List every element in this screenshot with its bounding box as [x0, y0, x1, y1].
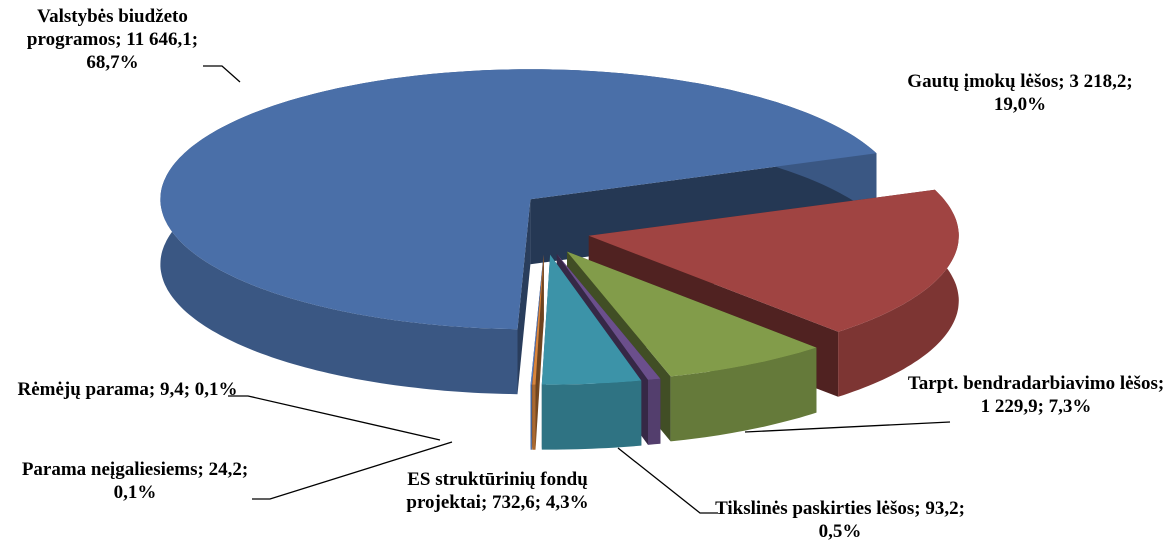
data-label: ES struktūrinių fondų projektai; 732,6; …: [375, 468, 620, 514]
slice: [530, 254, 544, 385]
label-value: 9,4;: [159, 379, 191, 400]
slice-wall: [532, 384, 536, 450]
slice: [567, 251, 817, 377]
slice-side: [517, 199, 531, 395]
slice-wall: [530, 384, 532, 450]
label-percent: 4,3%: [545, 492, 589, 513]
leader-line: [617, 447, 718, 514]
label-percent: 0,1%: [194, 379, 238, 400]
slice: [541, 254, 642, 385]
label-name: Parama neįgaliesiems;: [21, 459, 204, 480]
slice-wall: [648, 378, 661, 445]
leader-line: [252, 441, 453, 500]
data-label: Gautų įmokų lėšos; 3 218,2; 19,0%: [890, 70, 1150, 116]
label-percent: 68,7%: [86, 52, 139, 73]
label-value: 93,2;: [925, 498, 965, 519]
label-name: Gautų įmokų lėšos;: [907, 71, 1065, 92]
pie: [160, 69, 959, 450]
data-label: Tikslinės paskirties lėšos; 93,2; 0,5%: [705, 497, 975, 543]
data-label: Parama neįgaliesiems; 24,2; 0,1%: [10, 458, 260, 504]
leader-line: [203, 65, 241, 83]
label-value: 24,2;: [208, 459, 249, 480]
data-label: Rėmėjų parama; 9,4; 0,1%: [15, 378, 240, 401]
label-name: Valstybės biudžeto programos;: [26, 6, 188, 50]
label-name: Tarpt. bendradarbiavimo lėšos;: [907, 373, 1165, 394]
label-value: 11 646,1;: [126, 29, 199, 50]
label-name: ES struktūrinių fondų projektai;: [406, 469, 588, 513]
slice: [532, 254, 544, 385]
leader-line: [744, 421, 951, 433]
label-value: 732,6;: [492, 492, 542, 513]
data-label: Valstybės biudžeto programos; 11 646,1; …: [5, 5, 220, 74]
label-value: 3 218,2;: [1069, 71, 1133, 92]
slice: [556, 253, 661, 380]
label-value: 1 229,9;: [980, 396, 1044, 417]
label-percent: 0,1%: [113, 482, 157, 503]
label-percent: 0,5%: [818, 521, 862, 542]
slice: [588, 189, 959, 332]
label-name: Tikslinės paskirties lėšos;: [715, 498, 921, 519]
label-percent: 19,0%: [993, 94, 1047, 115]
label-percent: 7,3%: [1048, 396, 1092, 417]
slice: [160, 69, 877, 330]
slice-wall: [541, 380, 642, 450]
leader-lines: [203, 65, 951, 514]
slice-wall: [838, 189, 959, 397]
leader-line: [228, 395, 441, 441]
slice-wall: [670, 347, 817, 442]
data-label: Tarpt. bendradarbiavimo lėšos; 1 229,9; …: [905, 372, 1167, 418]
label-name: Rėmėjų parama;: [17, 379, 156, 400]
